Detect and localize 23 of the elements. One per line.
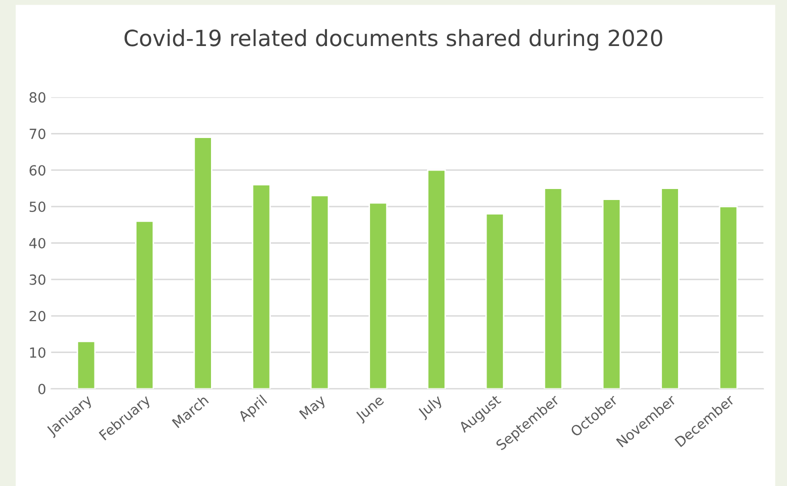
bar	[485, 213, 504, 389]
y-tick-label: 10	[30, 347, 46, 358]
x-tick-label: May	[299, 394, 328, 422]
bar	[76, 340, 96, 389]
bar	[544, 188, 563, 389]
y-tick-label: 0	[38, 384, 46, 394]
bar	[252, 184, 271, 389]
y-tick-label: 40	[29, 238, 46, 248]
bar	[427, 169, 446, 389]
y-tick-label: 60	[30, 165, 46, 176]
bar	[193, 136, 212, 389]
bar	[135, 220, 154, 389]
y-tick-label: 20	[30, 310, 46, 322]
bar	[368, 202, 388, 389]
chart-title: Covid-19 related documents shared during 2020	[124, 29, 662, 51]
bar	[310, 194, 330, 389]
bar	[602, 198, 622, 389]
bar	[718, 206, 738, 389]
y-tick-label: 30	[30, 274, 46, 285]
bar	[660, 188, 680, 389]
y-tick-label: 50	[30, 202, 46, 212]
y-tick-label: 70	[30, 128, 46, 140]
y-tick-label: 80	[30, 92, 46, 103]
